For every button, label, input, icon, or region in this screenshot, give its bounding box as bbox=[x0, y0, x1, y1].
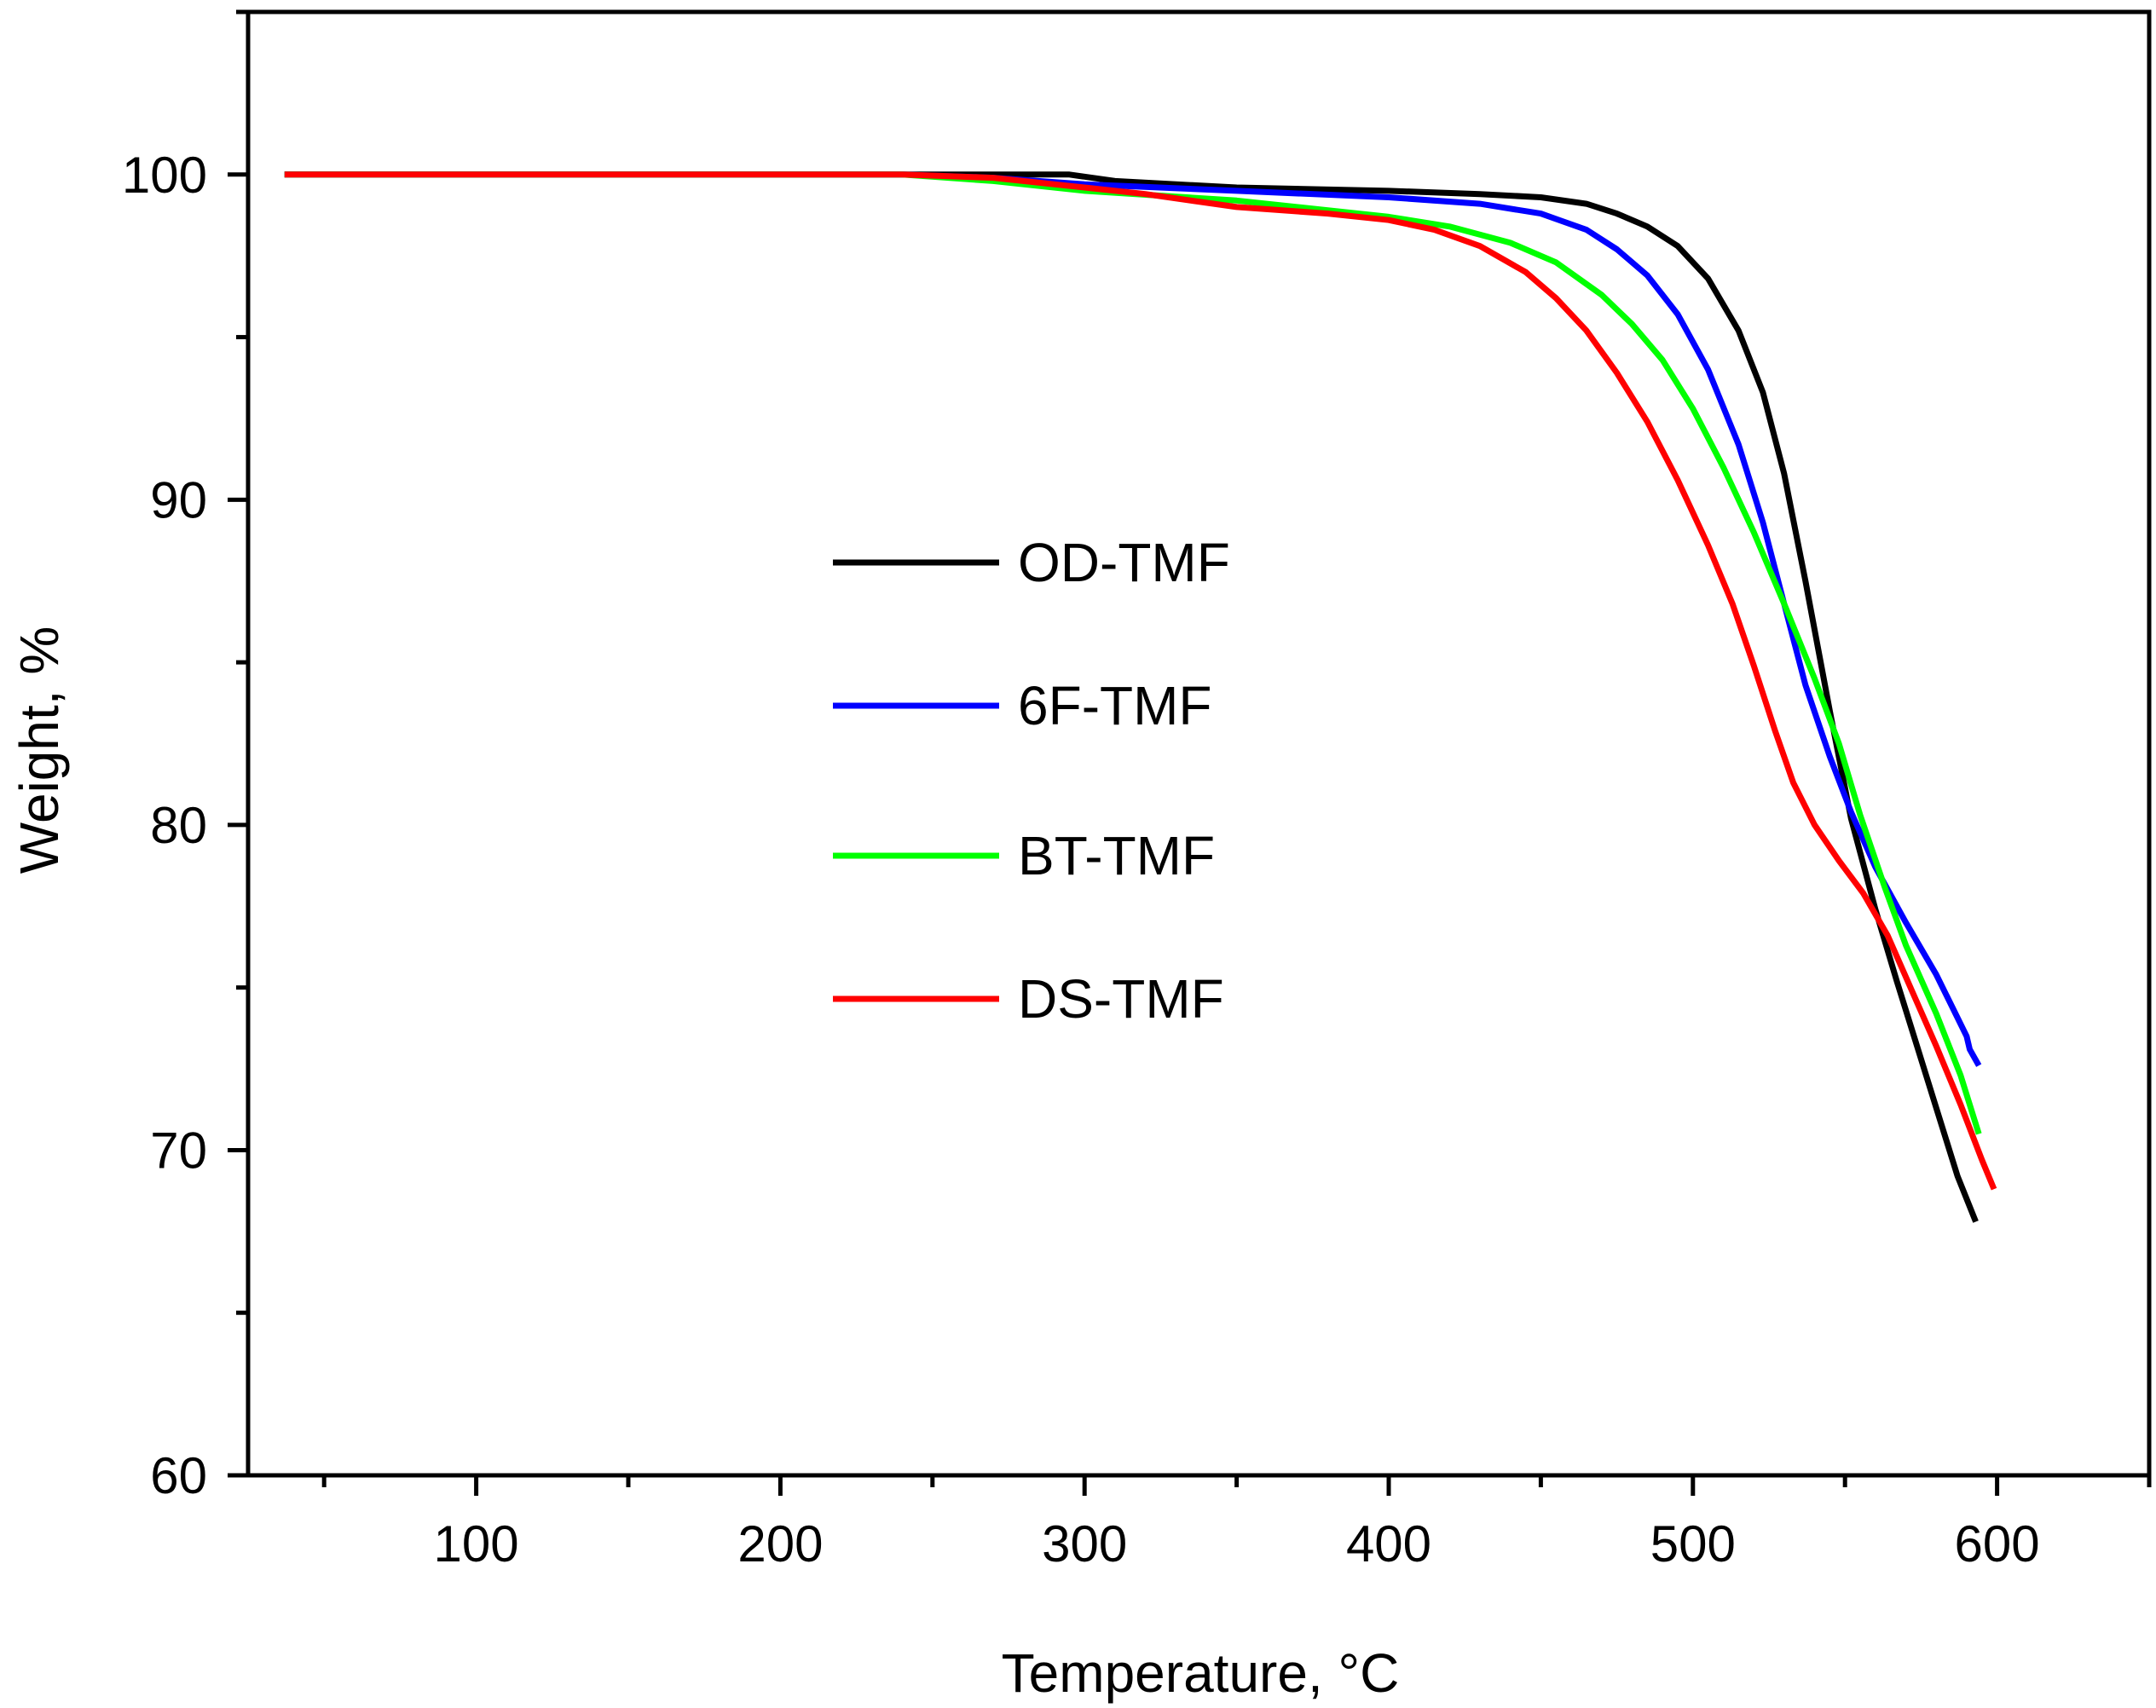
x-axis-title: Temperature, °C bbox=[1002, 1642, 1400, 1704]
legend-label-6f-tmf: 6F-TMF bbox=[1018, 675, 1212, 736]
y-tick-label: 70 bbox=[150, 1122, 207, 1179]
x-tick-label: 400 bbox=[1346, 1515, 1431, 1572]
x-tick-label: 300 bbox=[1042, 1515, 1127, 1572]
ticks bbox=[228, 9, 2152, 1496]
x-tick-label: 500 bbox=[1650, 1515, 1736, 1572]
series-line-bt-tmf bbox=[284, 171, 1982, 1135]
series-line-6f-tmf bbox=[284, 171, 1982, 1067]
plot-lines bbox=[284, 171, 1997, 1223]
tick-labels: 100 200 300 400 500 600 60 70 80 90 100 bbox=[122, 147, 2040, 1572]
legend: OD-TMF 6F-TMF BT-TMF DS-TMF bbox=[833, 532, 1230, 1030]
plot-frame bbox=[246, 9, 2152, 1478]
y-tick-label: 100 bbox=[122, 147, 207, 204]
legend-label-ds-tmf: DS-TMF bbox=[1018, 968, 1224, 1030]
legend-label-od-tmf: OD-TMF bbox=[1018, 532, 1230, 593]
series-line-ds-tmf bbox=[284, 171, 1997, 1191]
x-tick-label: 600 bbox=[1955, 1515, 2040, 1572]
legend-label-bt-tmf: BT-TMF bbox=[1018, 825, 1215, 886]
y-tick-label: 90 bbox=[150, 471, 207, 528]
y-axis-title: Weight, % bbox=[9, 626, 70, 874]
x-tick-label: 100 bbox=[434, 1515, 519, 1572]
y-tick-label: 60 bbox=[150, 1447, 207, 1504]
x-tick-label: 200 bbox=[737, 1515, 823, 1572]
y-tick-label: 80 bbox=[150, 797, 207, 854]
series-line-od-tmf bbox=[284, 171, 1979, 1223]
